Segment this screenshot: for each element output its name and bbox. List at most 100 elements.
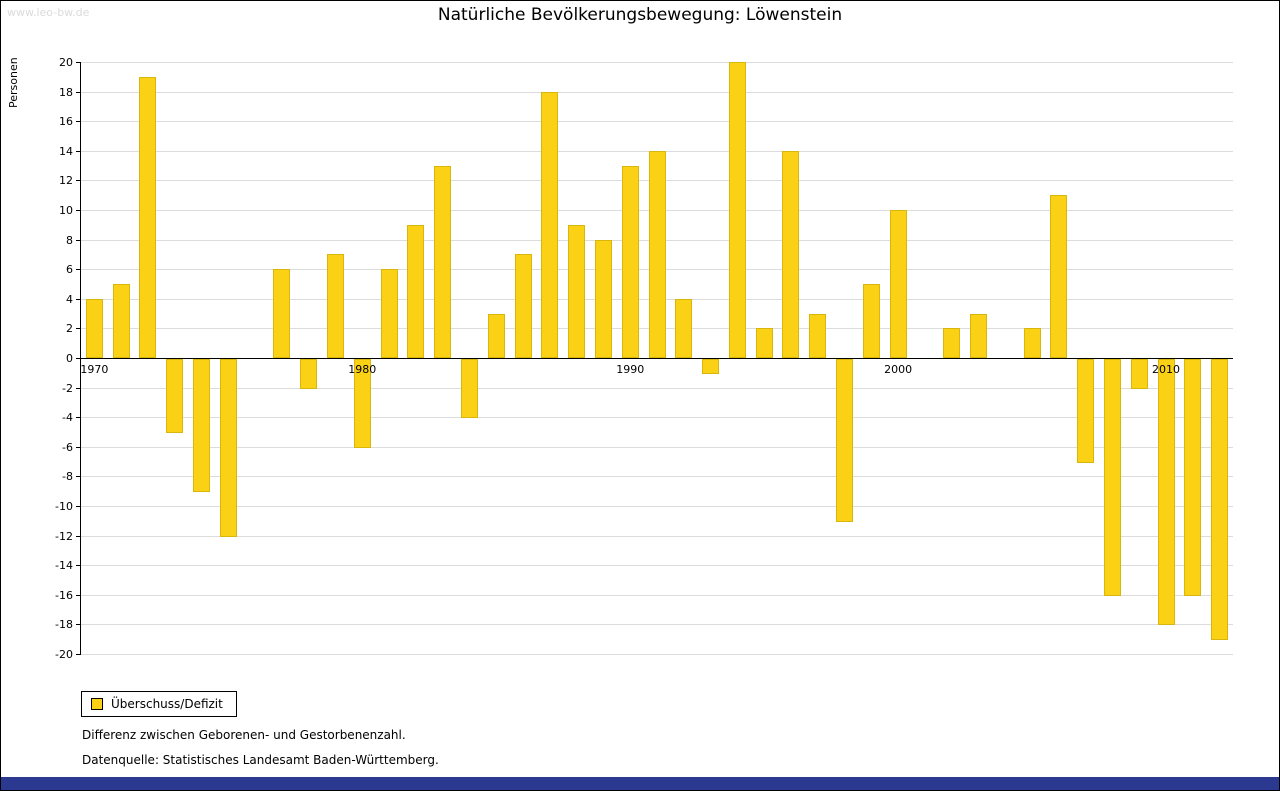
bar-2008 [1103,359,1121,596]
bar-1981 [380,269,398,358]
bar-1998 [836,359,854,522]
y-tick-label: 4 [66,292,73,306]
y-tick-mark [76,565,81,567]
bar-2000 [889,210,907,358]
bar-1970 [85,298,103,358]
bar-1982 [407,224,425,358]
bar-2011 [1184,359,1202,596]
bar-1991 [648,150,666,358]
legend-label: Überschuss/Defizit [111,697,223,711]
gridline [81,476,1233,478]
y-tick-mark [76,417,81,419]
bar-1994 [728,62,746,358]
bar-1999 [862,284,880,358]
y-tick-mark [76,150,81,152]
y-tick-label: 20 [59,56,73,69]
y-tick-label: 0 [66,352,73,365]
bar-1984 [460,359,478,419]
bar-1996 [782,150,800,358]
bar-1985 [487,313,505,358]
y-tick-mark [76,239,81,241]
y-tick-mark [76,121,81,123]
bar-1979 [327,254,344,358]
gridline [81,417,1233,419]
y-axis-line [80,62,81,654]
bar-2006 [1050,195,1068,358]
legend-swatch-icon [91,698,103,710]
y-tick-label: -16 [55,588,73,602]
x-tick-label: 1970 [80,363,109,376]
bar-1980 [353,359,371,448]
y-tick-mark [76,269,81,271]
gridline [81,535,1233,537]
y-tick-label: 14 [59,144,73,158]
x-tick-label: 1980 [348,363,377,376]
gridline [81,121,1233,123]
y-tick-mark [76,328,81,330]
y-tick-label: -14 [55,559,73,573]
bar-1971 [112,284,130,358]
bar-1975 [219,359,237,537]
bar-1989 [594,239,612,358]
bar-2002 [943,328,961,358]
y-tick-label: -18 [55,618,73,632]
y-tick-mark [76,298,81,300]
y-tick-label: -20 [55,648,73,661]
y-tick-label: 18 [59,85,73,99]
bar-1973 [166,359,184,433]
bar-1977 [273,269,291,358]
y-tick-mark [76,210,81,211]
y-tick-label: 10 [59,204,73,217]
y-tick-label: -12 [55,529,73,543]
gridline [81,624,1233,626]
y-tick-mark [76,624,81,626]
plot-area: -20 -18 -16 -14 -12 -10 -8 -6 -4 -2 0 2 4 6 8 10 12 14 16 1… [55,56,1233,661]
bar-1988 [568,224,586,358]
bar-2003 [969,313,987,358]
legend: Überschuss/Defizit [81,691,237,717]
gridline [81,387,1233,389]
bar-1995 [755,328,773,358]
x-tick-label: 2010 [1152,363,1181,376]
y-tick-mark [76,594,81,596]
note-description: Differenz zwischen Geborenen- und Gestor… [82,728,406,742]
y-tick-mark [76,62,81,63]
y-tick-label: -6 [62,440,73,454]
y-tick-label: 12 [59,174,73,188]
y-tick-mark [76,387,81,389]
y-tick-mark [76,446,81,448]
y-tick-label: -10 [55,500,73,513]
bar-1990 [621,165,639,358]
bar-1983 [434,165,452,358]
gridline [81,62,1233,63]
y-axis-label: Personen [7,57,20,108]
bar-1986 [514,254,532,358]
bar-1987 [541,91,559,358]
note-source: Datenquelle: Statistisches Landesamt Bad… [82,753,439,767]
x-tick-label: 1990 [616,363,645,376]
bar-1972 [139,76,157,358]
watermark: www.leo-bw.de [7,6,90,19]
y-tick-label: -8 [62,470,73,484]
bar-2007 [1077,359,1095,463]
bar-2012 [1211,359,1229,641]
gridline [81,654,1233,655]
bar-1974 [193,359,211,493]
bar-1992 [675,298,693,358]
gridline [81,446,1233,448]
gridline [81,565,1233,567]
x-axis-zero-line [81,358,1233,359]
y-tick-label: -4 [62,411,73,425]
y-tick-mark [76,180,81,182]
bar-2005 [1023,328,1041,358]
y-tick-label: 16 [59,115,73,129]
y-tick-label: -2 [62,381,73,395]
bar-1978 [300,359,318,389]
bar-2010 [1157,359,1175,626]
x-tick-label: 2000 [884,363,913,376]
bar-1993 [702,359,720,374]
gridline [81,91,1233,93]
chart-title: Natürliche Bevölkerungsbewegung: Löwenst… [437,5,843,25]
y-tick-mark [76,358,81,359]
